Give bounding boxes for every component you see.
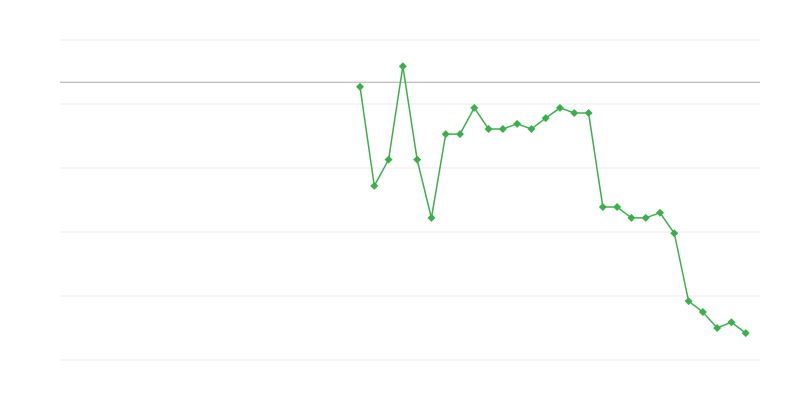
data-point xyxy=(613,203,622,212)
data-point xyxy=(370,181,379,190)
data-point xyxy=(498,124,507,133)
data-point xyxy=(698,308,707,316)
data-point xyxy=(427,213,436,222)
data-point xyxy=(527,124,536,133)
data-point xyxy=(670,229,679,238)
data-point xyxy=(356,82,364,91)
data-point xyxy=(413,155,422,164)
data-point xyxy=(641,213,650,222)
data-point xyxy=(727,318,736,327)
data-point xyxy=(684,297,693,306)
data-point xyxy=(541,114,550,123)
data-point xyxy=(484,124,493,133)
data-point xyxy=(470,103,479,112)
data-point xyxy=(441,130,450,139)
data-point xyxy=(584,108,593,117)
data-point xyxy=(456,130,464,139)
data-point xyxy=(598,203,607,212)
series-line xyxy=(359,66,747,334)
data-point xyxy=(627,213,636,222)
data-point xyxy=(656,208,664,217)
series-group xyxy=(356,62,750,338)
data-point xyxy=(513,119,522,128)
data-point xyxy=(398,62,407,71)
data-point xyxy=(713,324,722,332)
gridlines xyxy=(60,39,760,361)
data-point xyxy=(556,103,564,112)
data-point xyxy=(741,329,750,338)
data-point xyxy=(570,108,579,117)
data-point xyxy=(384,155,393,164)
